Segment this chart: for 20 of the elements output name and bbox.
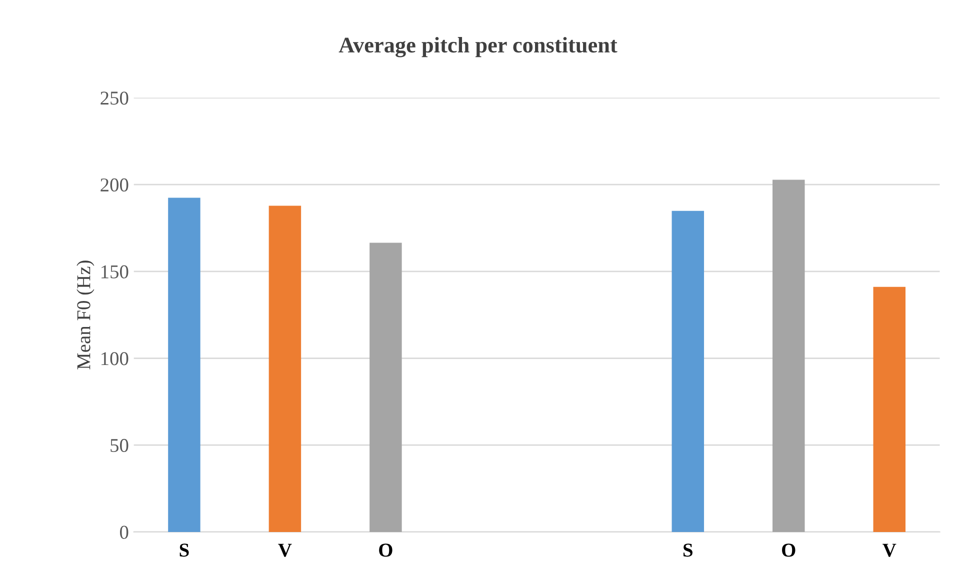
x-tick-label: O — [379, 544, 392, 557]
x-tick-label: V — [882, 544, 896, 557]
chart-title: Average pitch per constituent — [338, 36, 618, 58]
x-tick-label: S — [180, 544, 189, 557]
x-tick-label: V — [278, 544, 292, 557]
bar — [268, 206, 302, 532]
x-tick-label: S — [684, 544, 692, 557]
y-tick-label: 0 — [120, 526, 128, 539]
y-axis-title: Mean F0 (Hz) — [76, 260, 94, 370]
y-tick-label: 50 — [110, 438, 128, 452]
x-tick-label: O — [782, 544, 796, 557]
y-tick-label: 200 — [100, 178, 128, 192]
bar — [873, 286, 906, 532]
bar — [168, 198, 200, 532]
y-tick-label: 250 — [100, 92, 128, 105]
bar — [772, 180, 805, 532]
y-tick-label: 100 — [102, 352, 128, 366]
y-tick-label: 150 — [102, 265, 128, 278]
bar — [370, 242, 402, 532]
bar — [672, 210, 704, 532]
